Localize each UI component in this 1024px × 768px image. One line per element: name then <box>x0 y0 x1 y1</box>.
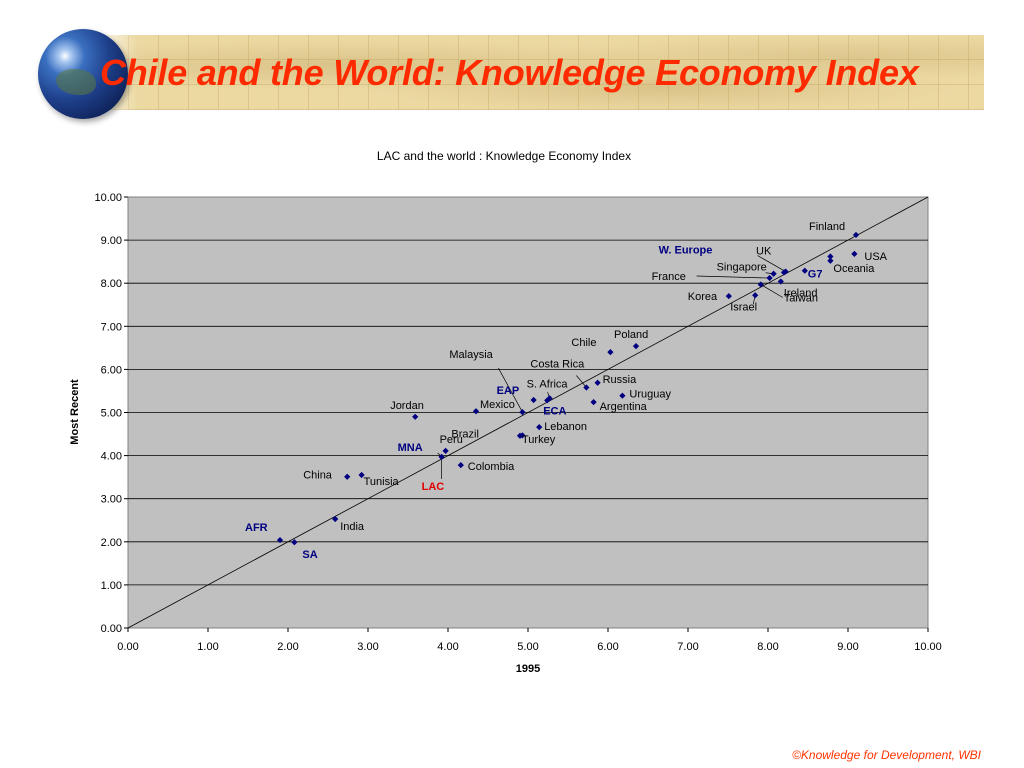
leader-line <box>757 255 786 272</box>
data-label: India <box>340 521 365 533</box>
data-label: France <box>652 271 686 283</box>
data-label: Jordan <box>390 400 424 412</box>
y-tick-label: 1.00 <box>101 580 122 592</box>
x-axis-label: 1995 <box>516 663 540 675</box>
data-point-marker <box>457 461 464 469</box>
data-label: Poland <box>614 329 648 341</box>
data-point-marker <box>801 267 808 274</box>
data-point-marker <box>827 253 834 260</box>
data-label: Lebanon <box>544 421 587 433</box>
leader-line <box>696 275 770 279</box>
data-point-marker <box>519 432 526 439</box>
x-tick-label: 2.00 <box>277 641 298 653</box>
data-label: W. Europe <box>659 245 713 257</box>
data-label: Costa Rica <box>530 359 585 371</box>
data-label: Colombia <box>468 461 515 473</box>
y-tick-label: 5.00 <box>101 408 122 420</box>
data-point-marker <box>770 270 777 277</box>
data-label: Malaysia <box>449 349 493 361</box>
data-label: Mexico <box>480 399 515 411</box>
data-label: Peru <box>440 434 463 446</box>
data-point-marker <box>594 379 601 386</box>
y-tick-label: 6.00 <box>101 364 122 376</box>
gridlines <box>128 239 928 586</box>
data-point-marker <box>851 250 858 258</box>
data-point-marker <box>438 453 445 461</box>
data-point-marker <box>782 268 789 275</box>
data-label: Finland <box>809 221 845 233</box>
data-label: LAC <box>422 481 445 493</box>
globe-logo-icon <box>38 29 128 119</box>
data-point-marker <box>412 413 419 420</box>
reference-line <box>127 196 929 629</box>
x-tick-label: 8.00 <box>757 641 778 653</box>
x-tick-label: 3.00 <box>357 641 378 653</box>
x-tick-label: 7.00 <box>677 641 698 653</box>
title-banner <box>68 35 984 110</box>
x-axis: 0.00 1.00 2.00 3.00 4.00 5.00 6.00 7.00 8.00 9.00… <box>117 628 942 653</box>
y-tick-label: 4.00 <box>101 451 122 463</box>
data-label: Chile <box>571 337 596 349</box>
x-tick-label: 9.00 <box>837 641 858 653</box>
x-tick-label: 5.00 <box>517 641 538 653</box>
y-tick-label: 2.00 <box>101 537 122 549</box>
data-label: USA <box>864 251 887 263</box>
y-tick-label: 10.00 <box>94 192 122 204</box>
y-tick-label: 9.00 <box>101 235 122 247</box>
data-label: AFR <box>245 522 268 534</box>
data-label: Singapore <box>717 262 767 274</box>
data-point-marker <box>827 257 834 264</box>
data-label: S. Africa <box>527 378 569 390</box>
data-label: Taiwan <box>784 292 818 304</box>
x-tick-label: 6.00 <box>597 641 618 653</box>
x-tick-label: 4.00 <box>437 641 458 653</box>
data-label: Uruguay <box>629 389 671 401</box>
data-label: Israel <box>730 301 757 313</box>
leader-line <box>760 284 783 298</box>
data-label: Argentina <box>600 401 648 413</box>
data-point-marker <box>344 473 351 480</box>
y-tick-label: 0.00 <box>101 623 122 635</box>
chart-title: LAC and the world : Knowledge Economy In… <box>377 149 631 163</box>
y-tick-label: 8.00 <box>101 278 122 290</box>
slide-title: Chile and the World: Knowledge Economy I… <box>100 52 919 93</box>
x-tick-label: 0.00 <box>117 641 138 653</box>
data-label: Oceania <box>833 263 875 275</box>
data-point-marker <box>358 471 365 479</box>
data-label: China <box>303 470 333 482</box>
data-label: Tunisia <box>364 476 400 488</box>
y-tick-label: 3.00 <box>101 494 122 506</box>
leader-line <box>576 375 587 388</box>
data-point-marker <box>472 408 480 415</box>
y-tick-label: 7.00 <box>101 321 122 333</box>
data-label: Turkey <box>522 434 556 446</box>
footer-credit: ©Knowledge for Development, WBI <box>792 748 981 762</box>
y-axis: 0.00 1.00 2.00 3.00 4.00 5.00 6.00 7.00 8.00 9.00… <box>94 192 128 635</box>
y-axis-label: Most Recent <box>69 379 81 445</box>
data-point-marker <box>442 447 449 454</box>
x-tick-label: 1.00 <box>197 641 218 653</box>
data-point-marker <box>276 536 284 544</box>
data-label: MNA <box>398 442 423 454</box>
data-label: SA <box>302 549 317 561</box>
data-label: EAP <box>497 385 520 397</box>
data-label: Brazil <box>451 428 479 440</box>
data-label: Russia <box>603 374 638 386</box>
data-point-marker <box>536 424 543 431</box>
x-tick-label: 10.00 <box>914 641 942 653</box>
data-label: G7 <box>808 269 823 281</box>
data-label: UK <box>756 245 772 257</box>
data-label: Ireland <box>784 287 818 299</box>
data-label: Korea <box>688 291 718 303</box>
leader-line <box>498 367 523 413</box>
data-label: ECA <box>543 405 566 417</box>
